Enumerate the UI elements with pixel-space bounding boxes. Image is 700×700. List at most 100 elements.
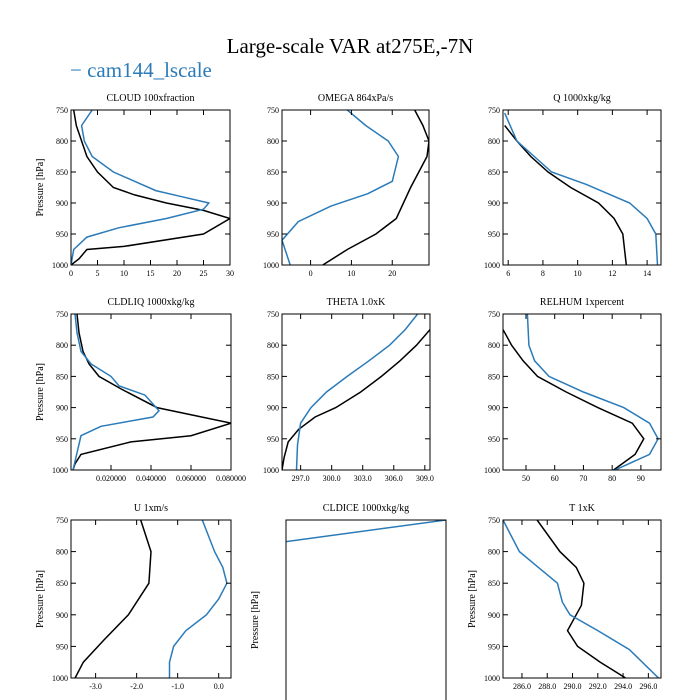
y-tick-label: 750: [267, 310, 279, 319]
panel-title: CLDLIQ 1000xkg/kg: [108, 297, 195, 308]
x-tick-label: 20: [388, 269, 396, 278]
y-tick-label: 750: [56, 310, 68, 319]
y-tick-label: 900: [267, 404, 279, 413]
panel-4: CLDLIQ 1000xkg/kg 750 800 850 900 950 1000 0.02…: [35, 297, 246, 483]
y-tick-label: 800: [56, 137, 68, 146]
y-tick-label: 900: [56, 611, 68, 620]
plot-frame: [502, 313, 662, 471]
panel-3: Q 1000xkg/kg 750 800 850 900 950 1000 6 8 10 12 14: [484, 93, 662, 278]
x-tick-label: 297.0: [292, 474, 310, 483]
x-tick-label: 10: [574, 269, 582, 278]
x-tick-label: 0.040000: [136, 474, 166, 483]
y-tick-label: 1000: [263, 261, 279, 270]
y-tick-label: 950: [56, 642, 68, 651]
plot-frame: [70, 313, 232, 471]
y-tick-label: 950: [488, 435, 500, 444]
x-tick-label: 60: [551, 474, 559, 483]
y-tick-label: 850: [267, 168, 279, 177]
y-tick-label: 850: [488, 168, 500, 177]
y-tick-label: 1000: [52, 674, 68, 683]
y-tick-label: 900: [488, 611, 500, 620]
y-tick-label: 1000: [484, 466, 500, 475]
y-tick-label: 950: [488, 642, 500, 651]
panel-title: U 1xm/s: [134, 503, 168, 514]
panel-title: OMEGA 864xPa/s: [318, 93, 393, 104]
series-line-black: [74, 520, 152, 678]
panel-title: T 1xK: [569, 503, 595, 514]
series-line-blue: [168, 520, 228, 678]
y-tick-label: 850: [56, 168, 68, 177]
plot-frame: [70, 519, 232, 679]
plot-frame: [281, 313, 431, 471]
panel-9: T 1xK 750 800 850 900 950 1000 286.0 288.0 290.0 2…: [467, 503, 662, 691]
x-tick-label: 12: [608, 269, 616, 278]
series-line-blue: [71, 110, 211, 265]
series-line-black: [72, 314, 231, 470]
y-axis-label: Pressure [hPa]: [467, 570, 478, 628]
x-tick-label: 0.060000: [176, 474, 206, 483]
x-tick-label: 288.0: [538, 682, 556, 691]
y-tick-label: 800: [267, 341, 279, 350]
x-tick-label: 30: [226, 269, 234, 278]
x-tick-label: 0: [69, 269, 73, 278]
x-tick-label: 8: [541, 269, 545, 278]
panel-8: CLDICE 1000xkg/kg Pressure [hPa]: [250, 503, 447, 700]
x-tick-label: 90: [637, 474, 645, 483]
y-tick-label: 850: [56, 372, 68, 381]
y-tick-label: 850: [267, 372, 279, 381]
y-axis-label: Pressure [hPa]: [35, 570, 46, 628]
panel-7: U 1xm/s 750 800 850 900 950 1000 -3.0 -2.0 -1.0 0.…: [35, 503, 232, 691]
y-tick-label: 1000: [52, 466, 68, 475]
y-tick-label: 800: [56, 341, 68, 350]
y-tick-label: 900: [267, 199, 279, 208]
x-tick-label: 0.020000: [96, 474, 126, 483]
y-tick-label: 900: [56, 199, 68, 208]
x-tick-label: 309.0: [416, 474, 434, 483]
y-tick-label: 750: [488, 310, 500, 319]
y-tick-label: 950: [56, 435, 68, 444]
y-axis-label: Pressure [hPa]: [250, 591, 261, 649]
series-line-blue: [526, 314, 659, 470]
legend-label: cam144_lscale: [87, 58, 212, 82]
x-tick-label: 15: [147, 269, 155, 278]
x-tick-label: 286.0: [513, 682, 531, 691]
x-tick-label: 50: [522, 474, 530, 483]
y-tick-label: 750: [56, 516, 68, 525]
y-tick-label: 850: [488, 372, 500, 381]
panel-6: RELHUM 1xpercent 750 800 850 900 950 1000 50 60 7…: [484, 297, 662, 483]
x-tick-label: 0.080000: [216, 474, 246, 483]
y-tick-label: 800: [488, 137, 500, 146]
x-tick-label: 292.0: [589, 682, 607, 691]
x-tick-label: 306.0: [385, 474, 403, 483]
x-tick-label: 25: [200, 269, 208, 278]
series-line-blue: [282, 110, 400, 265]
plot-frame: [281, 109, 430, 266]
x-tick-label: 14: [643, 269, 651, 278]
x-tick-label: 296.0: [639, 682, 657, 691]
x-tick-label: -1.0: [171, 682, 184, 691]
x-tick-label: 10: [120, 269, 128, 278]
y-tick-label: 1000: [484, 261, 500, 270]
panel-title: RELHUM 1xpercent: [540, 297, 624, 308]
y-axis-label: Pressure [hPa]: [35, 363, 46, 421]
plot-frame: [502, 519, 662, 679]
panel-title: Q 1000xkg/kg: [553, 93, 611, 104]
x-tick-label: 10: [347, 269, 355, 278]
series-line-blue: [72, 314, 161, 470]
panel-title: CLDICE 1000xkg/kg: [323, 503, 409, 514]
series-line-black: [504, 125, 628, 265]
y-tick-label: 800: [267, 137, 279, 146]
x-tick-label: 0.0: [214, 682, 224, 691]
series-line-blue: [286, 520, 446, 543]
y-axis-label: Pressure [hPa]: [35, 158, 46, 216]
y-tick-label: 1000: [52, 261, 68, 270]
x-tick-label: 70: [579, 474, 587, 483]
series-line-blue: [504, 112, 659, 265]
x-tick-label: 20: [173, 269, 181, 278]
series-line-black: [71, 110, 230, 265]
x-tick-label: 303.0: [354, 474, 372, 483]
y-tick-label: 800: [488, 548, 500, 557]
panel-title: THETA 1.0xK: [327, 297, 386, 308]
